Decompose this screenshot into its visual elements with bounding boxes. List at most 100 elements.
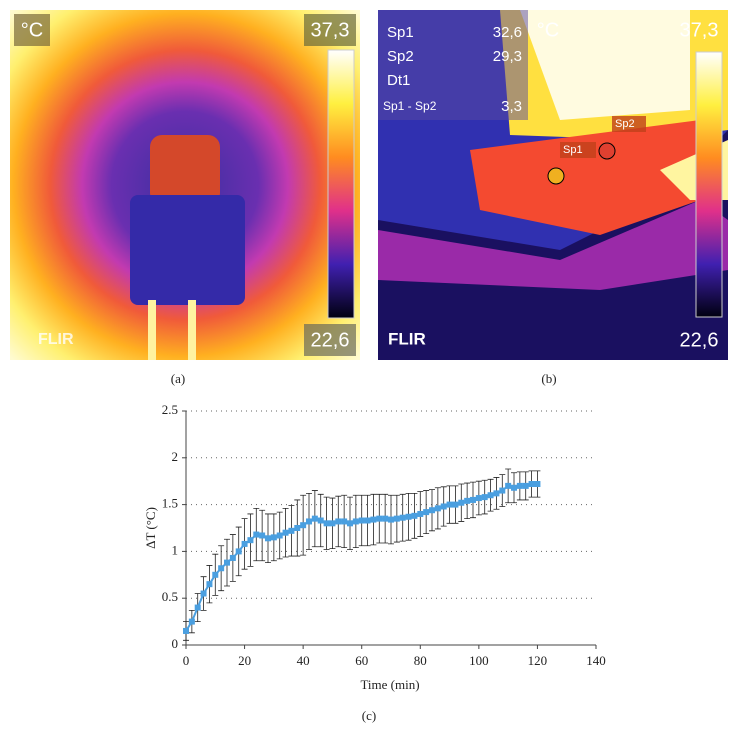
min-temp: 22,6 bbox=[680, 329, 719, 351]
marker bbox=[440, 503, 447, 510]
panel-label: (b) bbox=[541, 371, 556, 386]
min-temp: 22,6 bbox=[311, 329, 350, 351]
marker bbox=[534, 481, 541, 488]
marker bbox=[464, 497, 471, 504]
marker bbox=[282, 529, 289, 536]
marker bbox=[235, 548, 242, 555]
marker bbox=[393, 515, 400, 522]
panel-label: (c) bbox=[362, 708, 376, 723]
marker bbox=[194, 604, 201, 611]
marker bbox=[259, 532, 266, 539]
marker bbox=[434, 505, 441, 512]
marker bbox=[358, 517, 365, 524]
marker bbox=[218, 565, 225, 572]
thermal-image-a: °C 37,3 22,6 FLIR bbox=[10, 10, 360, 360]
unit: °C bbox=[21, 19, 43, 41]
marker bbox=[446, 501, 453, 508]
marker bbox=[499, 487, 506, 494]
marker bbox=[376, 515, 383, 522]
marker bbox=[265, 535, 271, 542]
marker bbox=[206, 581, 213, 588]
logo: FLIR bbox=[388, 329, 426, 348]
marker bbox=[241, 540, 248, 547]
reading-label: Sp2 bbox=[387, 48, 414, 65]
reading-label: Sp1 - Sp2 bbox=[383, 99, 437, 113]
marker bbox=[458, 499, 465, 506]
panel-label: (a) bbox=[171, 371, 185, 386]
marker bbox=[505, 482, 512, 489]
marker bbox=[382, 515, 389, 522]
marker bbox=[270, 534, 277, 541]
x-tick-label: 60 bbox=[355, 653, 368, 668]
marker bbox=[212, 571, 219, 578]
marker bbox=[288, 527, 295, 534]
marker bbox=[388, 516, 394, 523]
marker bbox=[429, 507, 435, 514]
logo: FLIR bbox=[38, 331, 74, 348]
spot-label: Sp1 bbox=[563, 144, 583, 156]
y-tick-label: 1.5 bbox=[162, 496, 178, 511]
x-tick-label: 0 bbox=[183, 653, 190, 668]
reading-value: 3,3 bbox=[501, 98, 522, 115]
marker bbox=[329, 520, 336, 527]
marker bbox=[341, 518, 348, 525]
marker bbox=[452, 501, 459, 508]
marker bbox=[300, 522, 307, 529]
marker bbox=[183, 627, 189, 634]
y-axis-title: ΔT (°C) bbox=[143, 507, 158, 549]
marker bbox=[475, 495, 482, 502]
marker bbox=[311, 515, 318, 522]
marker bbox=[399, 514, 406, 521]
marker bbox=[470, 496, 476, 503]
reading-value: 32,6 bbox=[493, 24, 522, 41]
marker bbox=[511, 484, 517, 491]
marker bbox=[317, 517, 324, 524]
y-tick-label: 0.5 bbox=[162, 589, 178, 604]
marker bbox=[253, 531, 260, 538]
marker bbox=[188, 618, 195, 625]
marker bbox=[528, 481, 535, 488]
max-temp: 37,3 bbox=[311, 19, 350, 41]
marker bbox=[224, 559, 230, 566]
marker bbox=[347, 520, 353, 527]
marker bbox=[481, 494, 488, 501]
y-tick-label: 1 bbox=[172, 542, 179, 557]
reading-label: Dt1 bbox=[387, 72, 410, 89]
y-tick-label: 2 bbox=[172, 449, 179, 464]
reading-label: Sp1 bbox=[387, 24, 414, 41]
y-tick-label: 2.5 bbox=[162, 402, 178, 417]
marker bbox=[294, 525, 301, 531]
marker bbox=[411, 512, 418, 519]
marker bbox=[276, 532, 283, 539]
marker bbox=[487, 492, 494, 499]
max-temp: 37,3 bbox=[680, 19, 719, 41]
marker bbox=[229, 554, 236, 561]
marker bbox=[417, 510, 424, 517]
x-tick-label: 40 bbox=[297, 653, 310, 668]
marker bbox=[200, 590, 207, 597]
marker bbox=[323, 520, 330, 527]
marker bbox=[364, 517, 371, 524]
thermal-image-b: °C 37,3 22,6 FLIR Sp1 32,6 Sp2 29,3 Dt1 … bbox=[378, 10, 728, 360]
marker bbox=[405, 513, 412, 520]
marker bbox=[493, 490, 500, 497]
spot-label: Sp2 bbox=[615, 118, 635, 130]
marker bbox=[247, 537, 254, 544]
marker bbox=[352, 518, 359, 525]
unit: °C bbox=[537, 19, 559, 41]
x-tick-label: 20 bbox=[238, 653, 251, 668]
x-axis-title: Time (min) bbox=[360, 677, 419, 692]
marker bbox=[370, 516, 377, 523]
x-tick-label: 100 bbox=[469, 653, 489, 668]
marker bbox=[423, 509, 430, 516]
reading-value: 29,3 bbox=[493, 48, 522, 65]
marker bbox=[306, 518, 312, 525]
marker bbox=[335, 518, 342, 525]
x-tick-label: 80 bbox=[414, 653, 427, 668]
x-tick-label: 120 bbox=[528, 653, 548, 668]
y-tick-label: 0 bbox=[172, 636, 179, 651]
marker bbox=[522, 482, 529, 489]
x-tick-label: 140 bbox=[586, 653, 606, 668]
